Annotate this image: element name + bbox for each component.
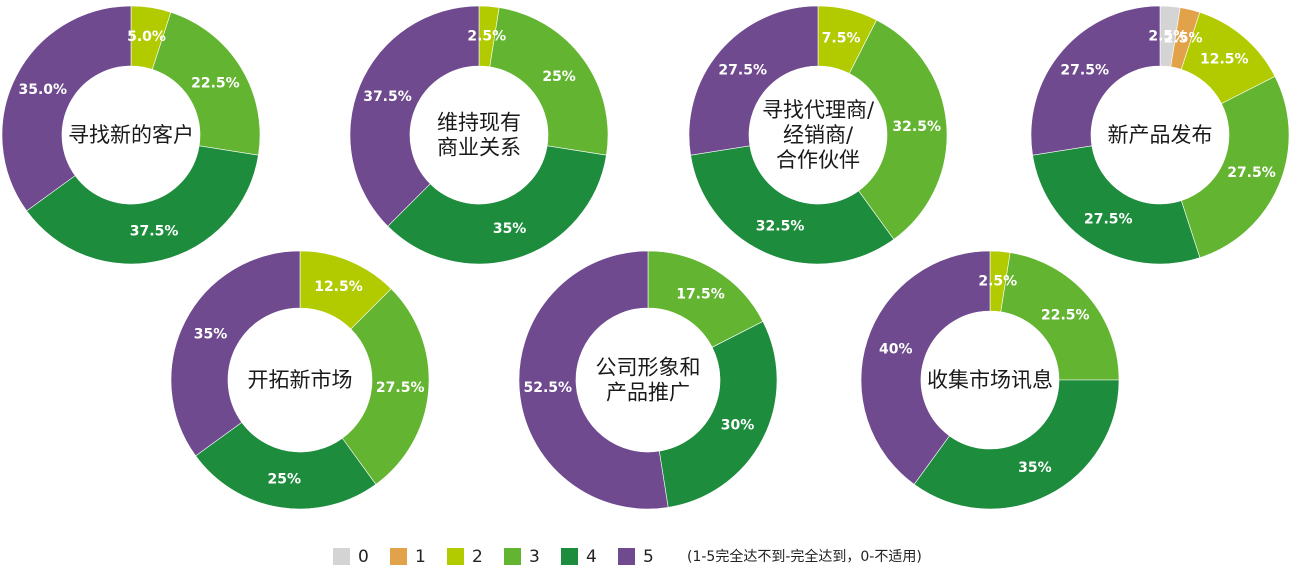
donut-center-title: 寻找代理商/ <box>762 98 875 122</box>
donut-hole <box>921 311 1059 449</box>
slice-label: 27.5% <box>376 380 425 396</box>
donut-center-title: 维持现有 <box>437 111 521 135</box>
legend-label-1: 1 <box>415 547 426 567</box>
slice-label: 17.5% <box>676 286 725 302</box>
slice-label: 7.5% <box>822 31 861 47</box>
slice-label: 25% <box>542 69 576 85</box>
slice-label: 2.5% <box>467 28 506 44</box>
legend-swatch-2 <box>447 548 464 565</box>
legend-label-3: 3 <box>529 547 540 567</box>
donut-open-new-markets: 12.5% 27.5% 25% 35% 开拓新市场 <box>170 250 430 510</box>
slice-label: 25% <box>268 471 302 487</box>
slice-label: 35% <box>194 326 228 342</box>
legend-label-4: 4 <box>586 547 597 567</box>
donut-center-title: 寻找新的客户 <box>68 123 194 147</box>
slice-label: 2.5% <box>1148 28 1187 44</box>
donut-center-title: 经销商/ <box>783 123 854 147</box>
donut-center-title: 新产品发布 <box>1108 123 1213 147</box>
donut-hole <box>1091 66 1229 204</box>
slice-label: 32.5% <box>892 119 941 135</box>
slice-label: 37.5% <box>363 89 412 105</box>
donut-hole <box>62 66 200 204</box>
donut-new-product-launch: 2.5%2.5% 12.5% 27.5% 27.5% 27.5% 新产品发布 <box>1030 5 1290 265</box>
slice-label: 2.5% <box>1164 31 1203 47</box>
donut-find-agents: 7.5% 32.5% 32.5% 27.5% 寻找代理商/经销商/合作伙伴 <box>688 5 948 265</box>
legend-note: (1-5完全达不到-完全达到，0-不适用) <box>687 548 922 565</box>
donut-market-info: 2.5% 22.5% 35% 40% 收集市场讯息 <box>860 250 1120 510</box>
slice-label: 35% <box>493 221 527 237</box>
legend-label-2: 2 <box>472 547 483 567</box>
legend-swatch-0 <box>333 548 350 565</box>
donut-center-title: 商业关系 <box>437 136 521 160</box>
slice-label: 37.5% <box>130 223 179 239</box>
slice-label: 30% <box>721 418 755 434</box>
slice-label: 52.5% <box>524 380 573 396</box>
slice-label: 35.0% <box>19 82 68 98</box>
legend: 0 1 2 3 4 5 (1-5完全达不到-完全达到，0-不适用) <box>333 547 922 567</box>
legend-label-5: 5 <box>643 547 654 567</box>
legend-label-0: 0 <box>358 547 369 567</box>
slice-label: 27.5% <box>1227 165 1276 181</box>
slice-new-product-launch-3 <box>1180 76 1290 259</box>
donut-center-title: 合作伙伴 <box>776 148 860 172</box>
donut-center-title: 产品推广 <box>606 381 690 405</box>
slice-label: 12.5% <box>1200 52 1249 68</box>
donut-hole <box>576 308 720 452</box>
slice-label: 22.5% <box>1041 308 1090 324</box>
legend-swatch-3 <box>504 548 521 565</box>
slice-label: 32.5% <box>756 219 805 235</box>
donut-hole <box>749 66 887 204</box>
donut-find-new-customers: 5.0% 22.5% 37.5% 35.0% 寻找新的客户 <box>1 5 261 265</box>
legend-swatch-4 <box>561 548 578 565</box>
slice-label: 27.5% <box>1084 211 1133 227</box>
slice-label: 27.5% <box>1060 63 1109 79</box>
slice-label: 35% <box>1018 460 1052 476</box>
slice-label: 12.5% <box>314 279 363 295</box>
charts-layer: 5.0% 22.5% 37.5% 35.0% 寻找新的客户 2.5% 25% 35% 37.5%… <box>1 5 1290 510</box>
donut-hole <box>410 66 548 204</box>
donut-center-title: 收集市场讯息 <box>927 368 1053 392</box>
slice-label: 2.5% <box>978 273 1017 289</box>
slice-label: 5.0% <box>127 29 166 45</box>
legend-swatch-5 <box>618 548 635 565</box>
slice-label: 27.5% <box>718 63 767 79</box>
donut-hole <box>228 308 372 452</box>
donut-center-title: 开拓新市场 <box>248 368 353 392</box>
legend-swatch-1 <box>390 548 407 565</box>
slice-label: 22.5% <box>191 75 240 91</box>
slice-label: 40% <box>879 341 913 357</box>
donut-center-title: 公司形象和 <box>596 356 701 380</box>
